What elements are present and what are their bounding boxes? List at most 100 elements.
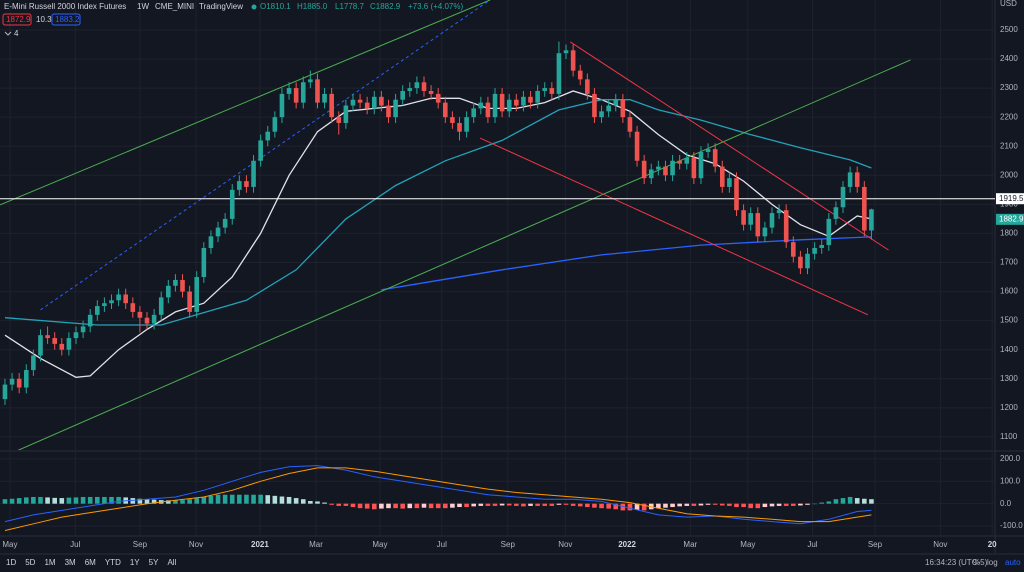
candle-body bbox=[556, 53, 562, 94]
candle-body bbox=[94, 306, 100, 315]
histogram-bar bbox=[379, 503, 384, 509]
overlay-line bbox=[4, 99, 872, 326]
y-tick-label: 200.0 bbox=[1000, 454, 1021, 463]
badge-sell[interactable]: 1872.9 bbox=[6, 15, 31, 24]
histogram-bar bbox=[173, 500, 178, 504]
candle-body bbox=[641, 160, 647, 179]
range-button[interactable]: 3M bbox=[65, 558, 76, 567]
candle-body bbox=[485, 102, 491, 118]
histogram-bar bbox=[52, 497, 57, 504]
badge-spread: 10.3 bbox=[36, 15, 52, 24]
candle-body bbox=[826, 218, 832, 246]
candle-body bbox=[180, 279, 185, 292]
range-button[interactable]: 5Y bbox=[149, 558, 159, 567]
candle-body bbox=[272, 117, 278, 132]
candle-body bbox=[791, 242, 796, 257]
histogram-bar bbox=[308, 500, 313, 504]
candle-body bbox=[9, 378, 15, 385]
range-button[interactable]: 1D bbox=[6, 558, 16, 567]
y-tick-label: 2000 bbox=[1000, 170, 1018, 179]
exchange: CME_MINI bbox=[155, 2, 194, 11]
candle-body bbox=[769, 213, 775, 228]
status-dot bbox=[251, 4, 257, 10]
histogram-bar bbox=[293, 498, 299, 504]
x-tick-label: Nov bbox=[558, 540, 572, 549]
candle-body bbox=[464, 117, 469, 132]
candle-body bbox=[45, 335, 50, 339]
range-button[interactable]: 1Y bbox=[130, 558, 140, 567]
overlay-line bbox=[40, 0, 491, 311]
candle-body bbox=[577, 70, 583, 80]
candle-body bbox=[208, 236, 214, 248]
x-tick-label: Mar bbox=[309, 540, 323, 549]
badge-box[interactable] bbox=[51, 13, 81, 26]
histogram-bar bbox=[620, 503, 626, 511]
y-tick-label: 1600 bbox=[1000, 287, 1018, 296]
histogram-bar bbox=[286, 496, 292, 504]
candle-body bbox=[805, 253, 810, 269]
histogram-bar bbox=[272, 495, 278, 504]
range-button[interactable]: 1M bbox=[44, 558, 55, 567]
candle-body bbox=[251, 160, 256, 187]
histogram-bar bbox=[798, 503, 803, 506]
x-tick-label: Nov bbox=[189, 540, 203, 549]
range-button[interactable]: YTD bbox=[105, 558, 121, 567]
auto-toggle[interactable]: auto bbox=[1005, 558, 1021, 567]
candle-body bbox=[222, 218, 228, 228]
candle-body bbox=[684, 157, 690, 164]
histogram-bar bbox=[386, 503, 391, 509]
histogram-bar bbox=[357, 503, 363, 509]
histogram-bar bbox=[698, 503, 704, 506]
histogram-bar bbox=[144, 499, 150, 504]
price-label-box bbox=[996, 193, 1024, 205]
indicator-caret[interactable] bbox=[4, 31, 12, 36]
badge-buy[interactable]: 1883.2 bbox=[55, 15, 80, 24]
histogram-bar bbox=[109, 496, 114, 504]
candle-body bbox=[606, 105, 611, 112]
range-button[interactable]: 6M bbox=[85, 558, 96, 567]
histogram-bar bbox=[869, 499, 874, 504]
candle-body bbox=[592, 93, 597, 118]
histogram-bar bbox=[727, 503, 732, 506]
histogram-bar bbox=[741, 503, 746, 508]
histogram-bar bbox=[59, 498, 65, 504]
histogram-bar bbox=[442, 503, 448, 509]
histogram-bar bbox=[684, 503, 690, 506]
indicator-count[interactable]: 4 bbox=[14, 29, 19, 38]
histogram-bar bbox=[819, 502, 825, 504]
percent-toggle[interactable]: % bbox=[973, 558, 980, 567]
candle-body bbox=[414, 82, 420, 89]
badge-box[interactable] bbox=[2, 13, 32, 26]
log-toggle[interactable]: log bbox=[987, 558, 998, 567]
candle-body bbox=[386, 105, 391, 118]
candle-body bbox=[613, 99, 619, 106]
y-tick-label: 2100 bbox=[1000, 141, 1018, 150]
last-price-label: 1882.9 bbox=[999, 214, 1024, 223]
x-tick-label: Sep bbox=[133, 540, 148, 549]
candle-body bbox=[854, 172, 860, 187]
histogram-bar bbox=[400, 503, 405, 509]
candle-body bbox=[783, 210, 789, 243]
candle-body bbox=[187, 291, 192, 312]
y-tick-label: 1100 bbox=[1000, 432, 1018, 441]
candle-body bbox=[719, 166, 725, 187]
candle-body bbox=[492, 93, 498, 118]
histogram-bar bbox=[556, 503, 562, 505]
y-tick-label: 2400 bbox=[1000, 54, 1018, 63]
candle-body bbox=[350, 99, 356, 106]
histogram-bar bbox=[94, 496, 100, 504]
candle-body bbox=[421, 82, 427, 91]
histogram-bar bbox=[762, 503, 768, 508]
range-button[interactable]: All bbox=[167, 558, 176, 567]
histogram-bar bbox=[31, 496, 36, 504]
histogram-bar bbox=[528, 503, 533, 506]
histogram-bar bbox=[350, 503, 356, 508]
range-button[interactable]: 5D bbox=[25, 558, 35, 567]
candle-body bbox=[194, 277, 200, 312]
candle-body bbox=[300, 82, 306, 103]
x-tick-label: Nov bbox=[933, 540, 947, 549]
close-readout: C1882.9 bbox=[370, 2, 401, 11]
x-tick-label: Mar bbox=[683, 540, 697, 549]
interval: 1W bbox=[137, 2, 149, 11]
